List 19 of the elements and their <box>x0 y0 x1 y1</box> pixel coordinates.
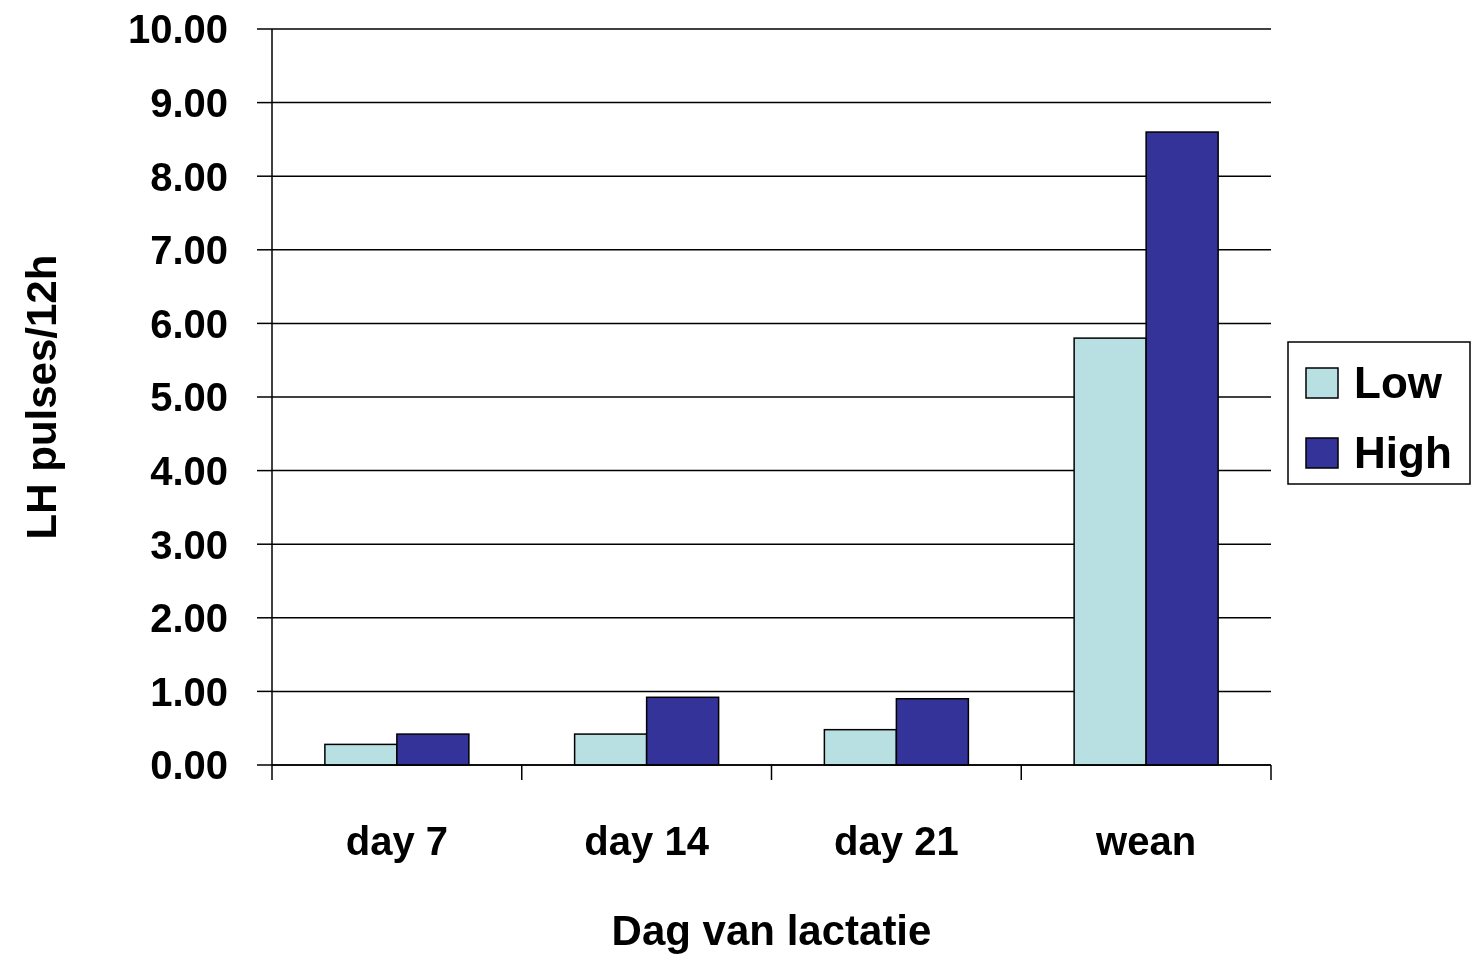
y-tick-label: 4.00 <box>150 449 228 493</box>
y-tick-label: 8.00 <box>150 154 228 199</box>
y-tick-label: 9.00 <box>150 81 228 125</box>
y-tick-label: 2.00 <box>150 596 228 641</box>
y-axis-title: LH pulses/12h <box>18 254 65 540</box>
x-tick-label: day 21 <box>834 819 959 863</box>
y-tick-label: 5.00 <box>150 375 228 420</box>
legend-label: Low <box>1354 358 1443 407</box>
x-tick-label: day 14 <box>584 819 710 863</box>
x-axis-title: Dag van lactatie <box>611 907 932 954</box>
y-tick-label: 6.00 <box>150 301 228 346</box>
x-tick-label: day 7 <box>345 819 449 863</box>
legend-label: High <box>1354 428 1452 477</box>
y-tick-label: 10.00 <box>127 7 228 52</box>
y-tick-label: 7.00 <box>150 228 228 273</box>
y-tick-label: 3.00 <box>150 522 228 567</box>
x-tick-label: wean <box>1095 819 1197 863</box>
y-tick-label: 0.00 <box>150 743 228 788</box>
y-tick-label: 1.00 <box>150 669 228 714</box>
